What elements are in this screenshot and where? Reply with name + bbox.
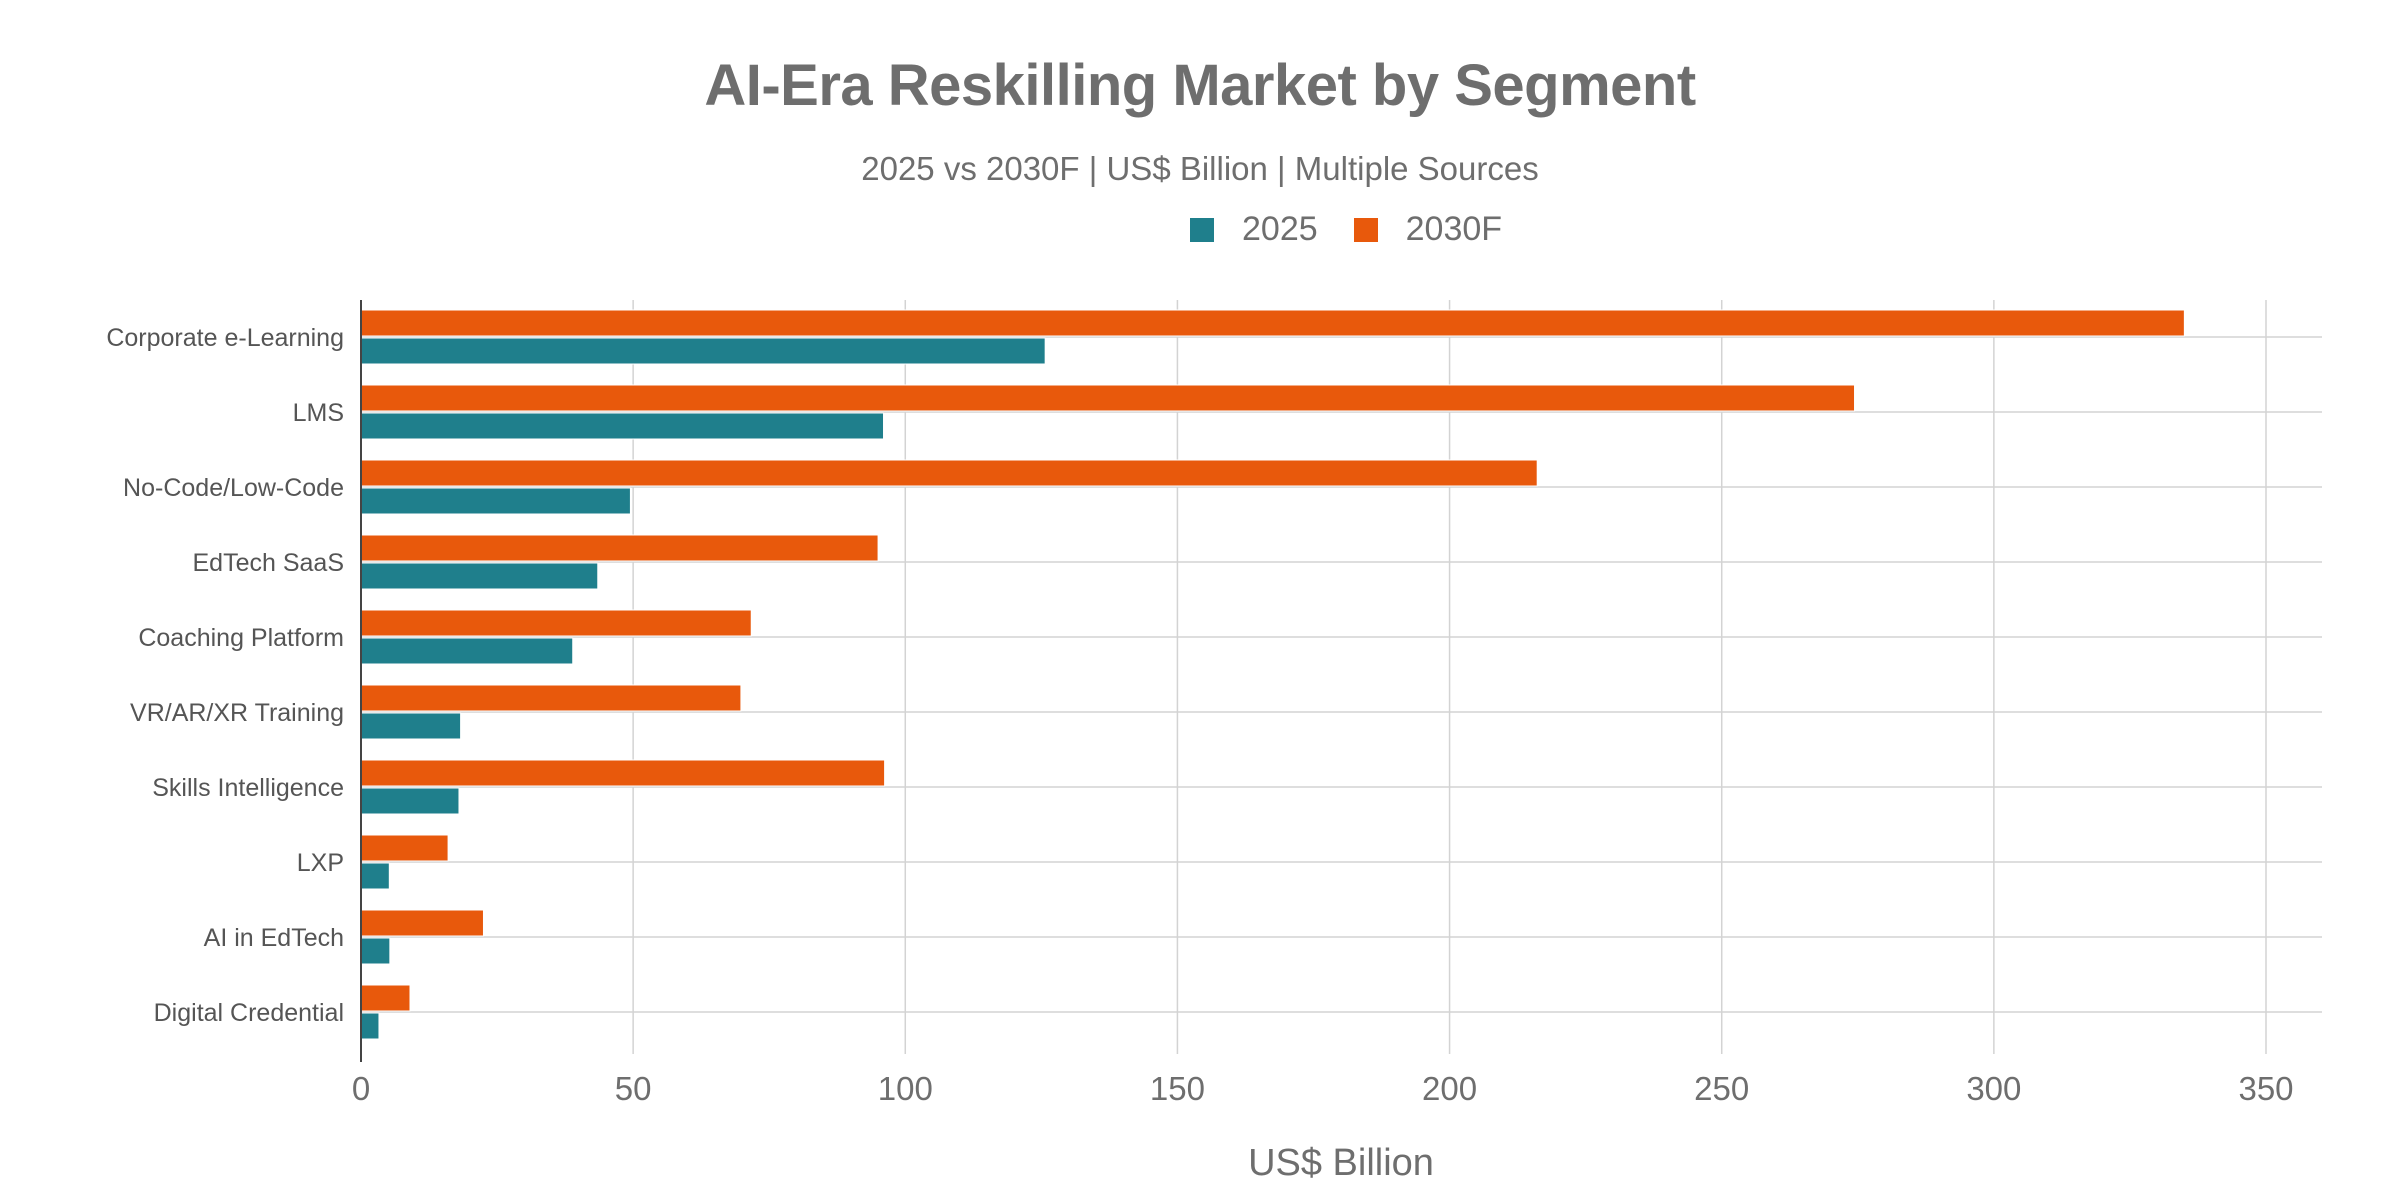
x-tick-label: 0: [352, 1070, 370, 1107]
x-tick-label: 50: [615, 1070, 652, 1107]
bars: [360, 309, 2185, 1040]
x-tick-labels: 0 50 100 150 200 250 300 350: [352, 1070, 2294, 1107]
category-label: VR/AR/XR Training: [130, 699, 344, 727]
bar-2030f-5[interactable]: [360, 684, 742, 712]
category-label: Corporate e-Learning: [106, 324, 344, 352]
legend-swatch-2025: [1190, 217, 1214, 242]
chart-subtitle: 2025 vs 2030F | US$ Billion | Multiple S…: [861, 150, 1539, 187]
bar-2030f-6[interactable]: [360, 759, 886, 787]
x-tick-label: 300: [1966, 1070, 2021, 1107]
bar-2025-9[interactable]: [360, 1012, 380, 1040]
bar-2030f-9[interactable]: [360, 984, 411, 1012]
legend-item-2025[interactable]: 2025: [1190, 210, 1318, 249]
x-tick-label: 200: [1422, 1070, 1477, 1107]
bar-2030f-1[interactable]: [360, 384, 1856, 412]
bar-2025-6[interactable]: [360, 787, 460, 815]
bar-2030f-3[interactable]: [360, 534, 879, 562]
category-label: No-Code/Low-Code: [123, 474, 344, 502]
bar-2030f-8[interactable]: [360, 909, 484, 937]
category-label: Digital Credential: [154, 999, 344, 1027]
category-label: Skills Intelligence: [152, 774, 344, 802]
category-label: Coaching Platform: [138, 624, 344, 652]
gridlines: [360, 300, 2322, 1054]
legend-label-2030f: 2030F: [1405, 210, 1503, 248]
x-tick-label: 350: [2238, 1070, 2293, 1107]
category-label: AI in EdTech: [204, 924, 344, 952]
legend: 2025 2030F: [1190, 210, 1538, 249]
x-tick-label: 100: [878, 1070, 933, 1107]
category-label: LXP: [297, 849, 344, 877]
chart-title: AI-Era Reskilling Market by Segment: [704, 53, 1696, 118]
bar-2025-0[interactable]: [360, 337, 1046, 365]
bar-2025-4[interactable]: [360, 637, 574, 665]
x-tick-label: 250: [1694, 1070, 1749, 1107]
legend-swatch-2030f: [1353, 217, 1378, 242]
legend-item-2030f[interactable]: 2030F: [1353, 210, 1503, 249]
bar-2025-8[interactable]: [360, 937, 391, 965]
bar-2030f-7[interactable]: [360, 834, 449, 862]
bar-2025-5[interactable]: [360, 712, 462, 740]
x-tick-label: 150: [1150, 1070, 1205, 1107]
category-label: EdTech SaaS: [193, 549, 345, 577]
category-labels: Corporate e-Learning LMS No-Code/Low-Code E…: [106, 324, 344, 1027]
bar-2025-7[interactable]: [360, 862, 390, 890]
bar-2025-3[interactable]: [360, 562, 599, 590]
bar-2025-1[interactable]: [360, 412, 885, 440]
category-label: LMS: [293, 399, 344, 427]
bar-2030f-2[interactable]: [360, 459, 1538, 487]
bar-2025-2[interactable]: [360, 487, 631, 515]
x-axis-title: US$ Billion: [1248, 1142, 1434, 1184]
legend-label-2025: 2025: [1242, 210, 1318, 248]
bar-2030f-0[interactable]: [360, 309, 2185, 337]
bar-2030f-4[interactable]: [360, 609, 752, 637]
